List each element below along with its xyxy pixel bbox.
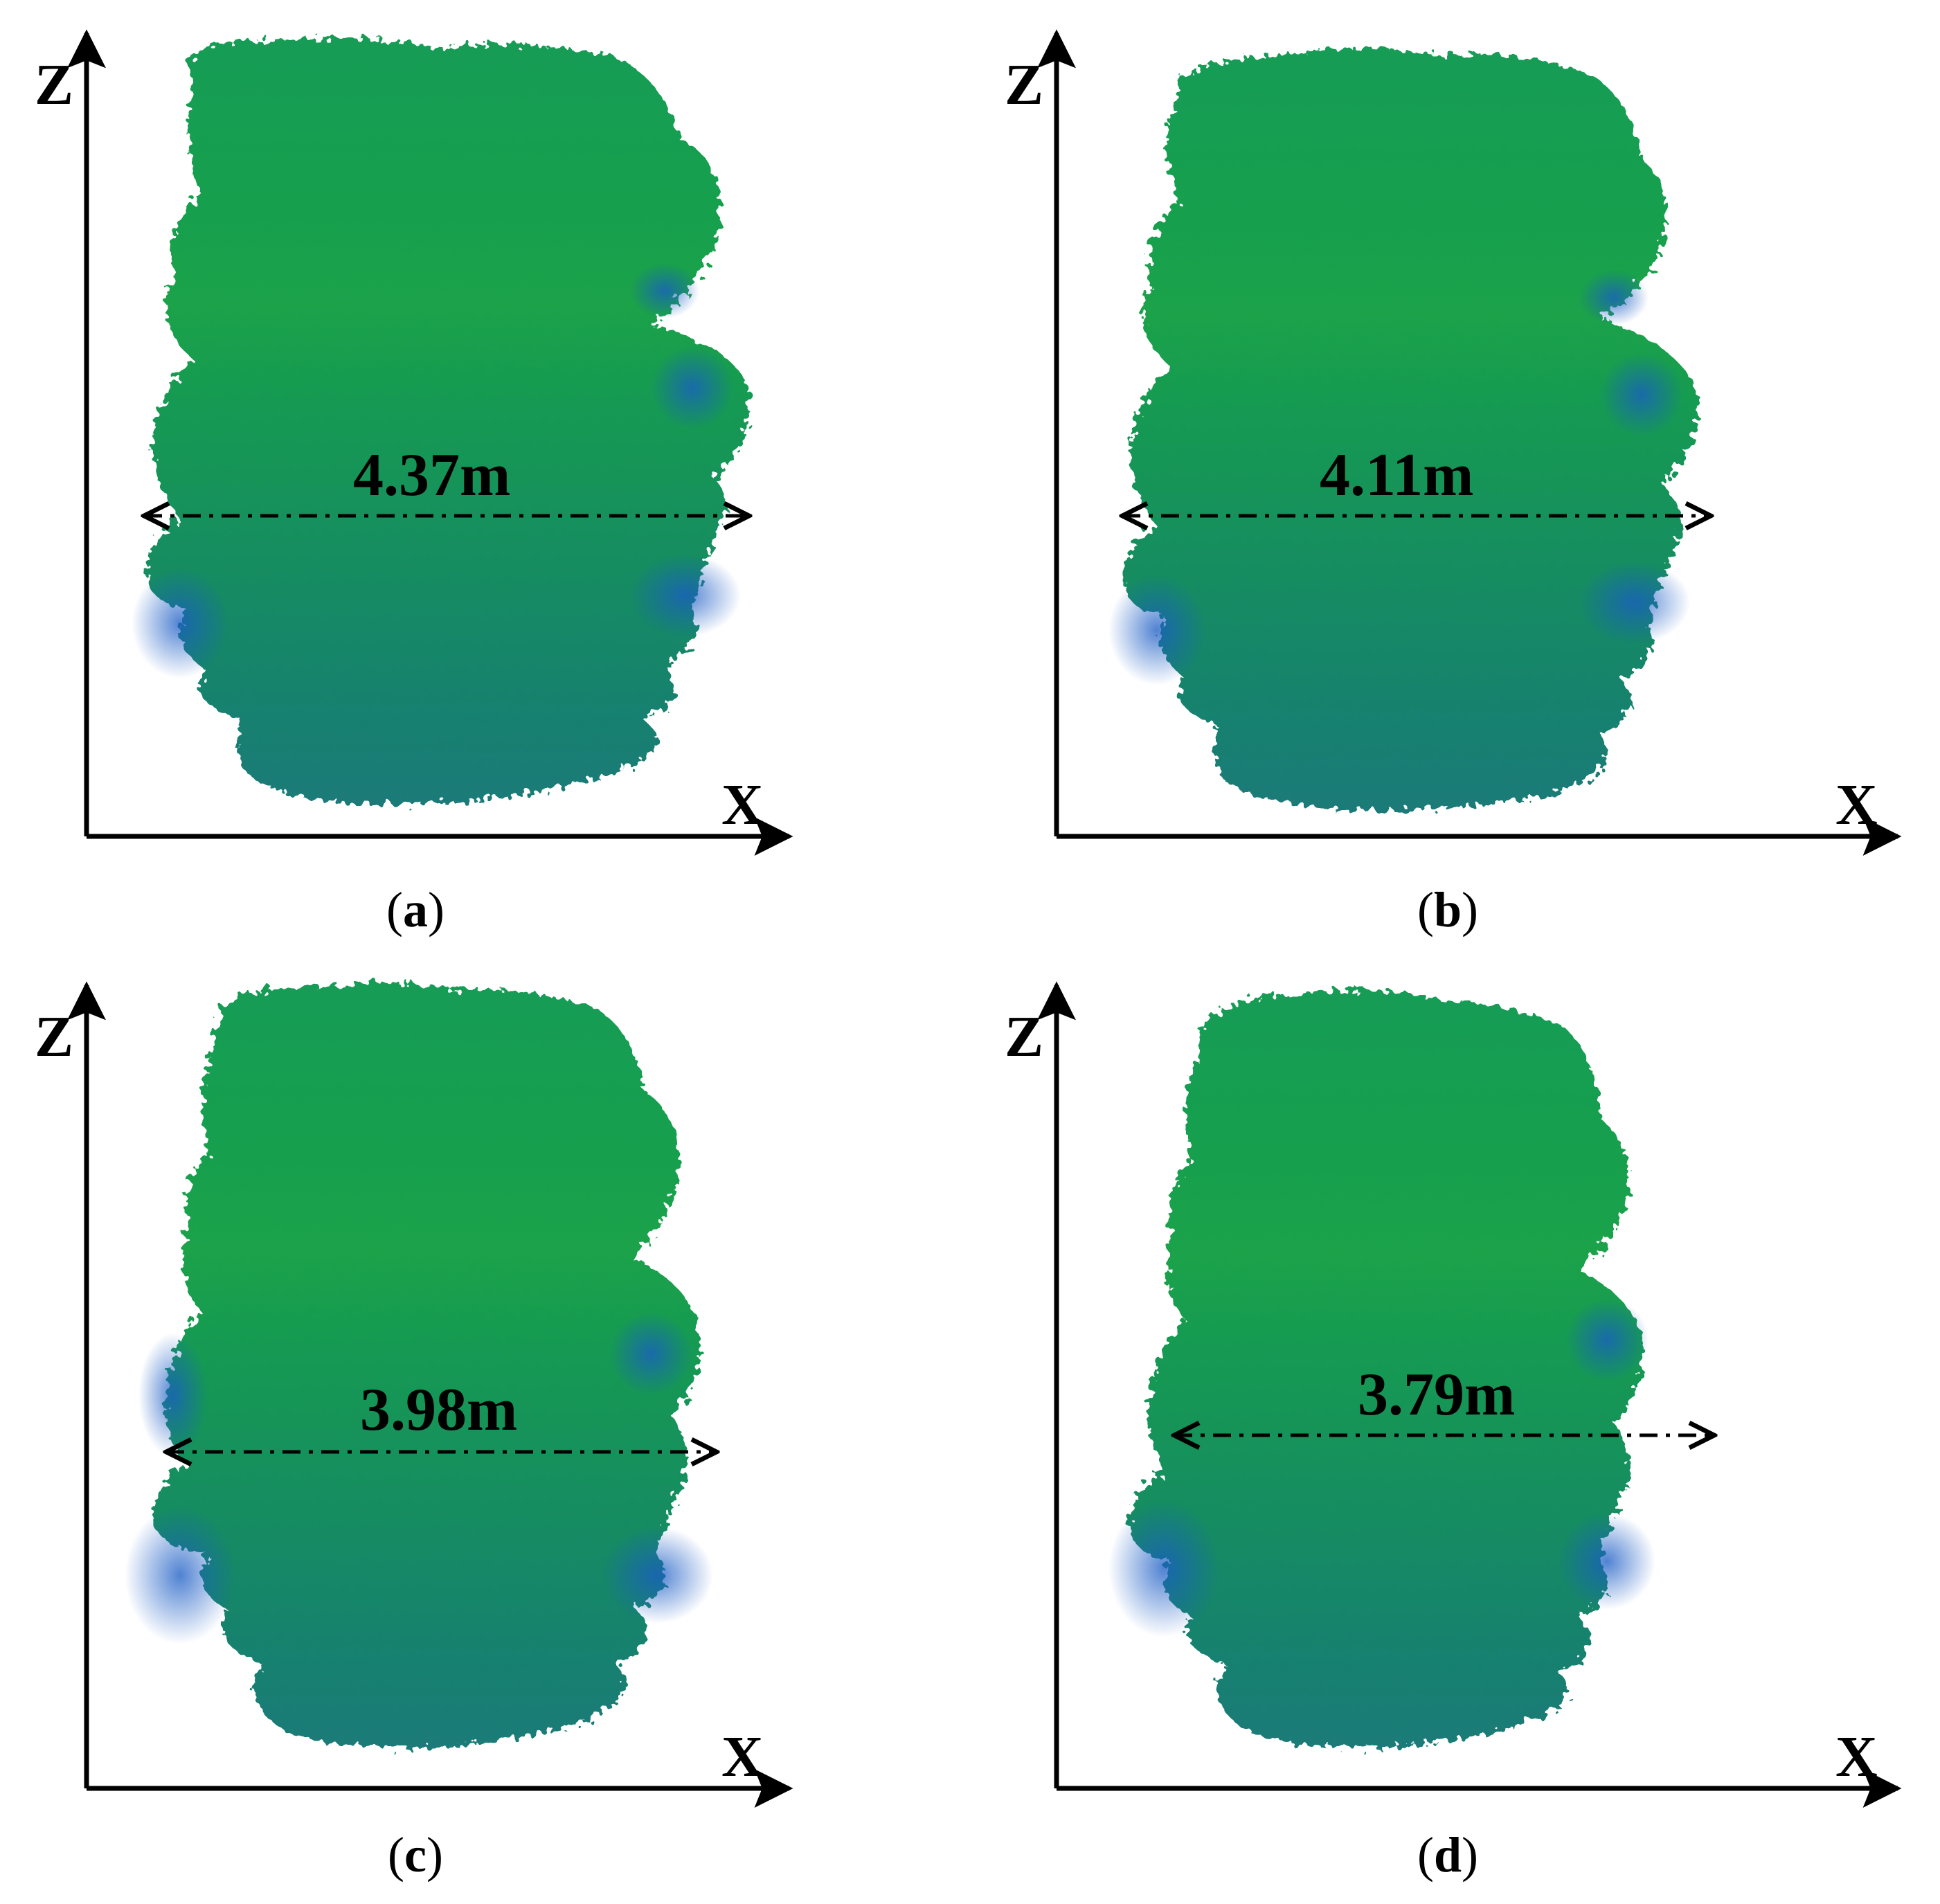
caption-a-letter: a — [403, 882, 428, 937]
blue-shadow-c — [125, 1312, 713, 1644]
panel-a-figure: Z X 4.37m — [35, 29, 793, 856]
z-axis-label-a: Z — [35, 53, 73, 117]
x-axis-label-a: X — [721, 773, 764, 837]
panel-a: Z X 4.37m (a) — [0, 0, 970, 952]
panel-c: Z X 3.98m (c) — [0, 952, 970, 1904]
caption-c-open: ( — [388, 1827, 405, 1883]
x-axis-label-b: X — [1835, 773, 1878, 837]
crown-width-label-a: 4.37m — [353, 442, 510, 509]
x-axis-label-d: X — [1835, 1725, 1878, 1789]
x-axis-label-c: X — [721, 1725, 764, 1789]
caption-b: (b) — [1344, 885, 1552, 935]
z-axis-label-d: Z — [1005, 1005, 1043, 1069]
panel-d-figure: Z X 3.79m — [1005, 981, 1902, 1808]
panel-c-figure: Z X 3.98m — [35, 981, 793, 1808]
caption-c-close: ) — [426, 1827, 443, 1883]
caption-b-letter: b — [1433, 882, 1462, 937]
caption-d: (d) — [1344, 1830, 1552, 1880]
caption-a-open: ( — [386, 882, 403, 937]
caption-c-letter: c — [404, 1827, 426, 1883]
blue-shadow-d — [1108, 1298, 1655, 1637]
tree-point-cloud-b — [1122, 48, 1698, 810]
crown-width-label-b: 4.11m — [1320, 442, 1473, 509]
caption-b-close: ) — [1462, 882, 1478, 937]
caption-b-open: ( — [1417, 882, 1434, 937]
tree-point-cloud-c — [152, 982, 701, 1748]
panel-b-figure: Z X 4.11m — [1005, 29, 1902, 856]
tree-point-cloud-a — [145, 37, 749, 804]
panel-b: Z X 4.11m (b) — [970, 0, 1940, 952]
caption-c: (c) — [312, 1830, 519, 1880]
crown-width-label-d: 3.79m — [1358, 1361, 1515, 1428]
panel-d: Z X 3.79m (d) — [970, 952, 1940, 1904]
caption-d-close: ) — [1462, 1827, 1478, 1883]
caption-d-letter: d — [1433, 1827, 1462, 1883]
crown-width-label-c: 3.98m — [360, 1376, 517, 1444]
z-axis-label-c: Z — [35, 1005, 73, 1069]
caption-d-open: ( — [1417, 1827, 1434, 1883]
caption-a: (a) — [312, 885, 519, 935]
tree-point-cloud-d — [1129, 989, 1643, 1748]
blue-shadow-b — [1108, 270, 1690, 685]
blue-shadow-a — [132, 263, 741, 679]
z-axis-label-b: Z — [1005, 53, 1043, 117]
caption-a-close: ) — [428, 882, 444, 937]
